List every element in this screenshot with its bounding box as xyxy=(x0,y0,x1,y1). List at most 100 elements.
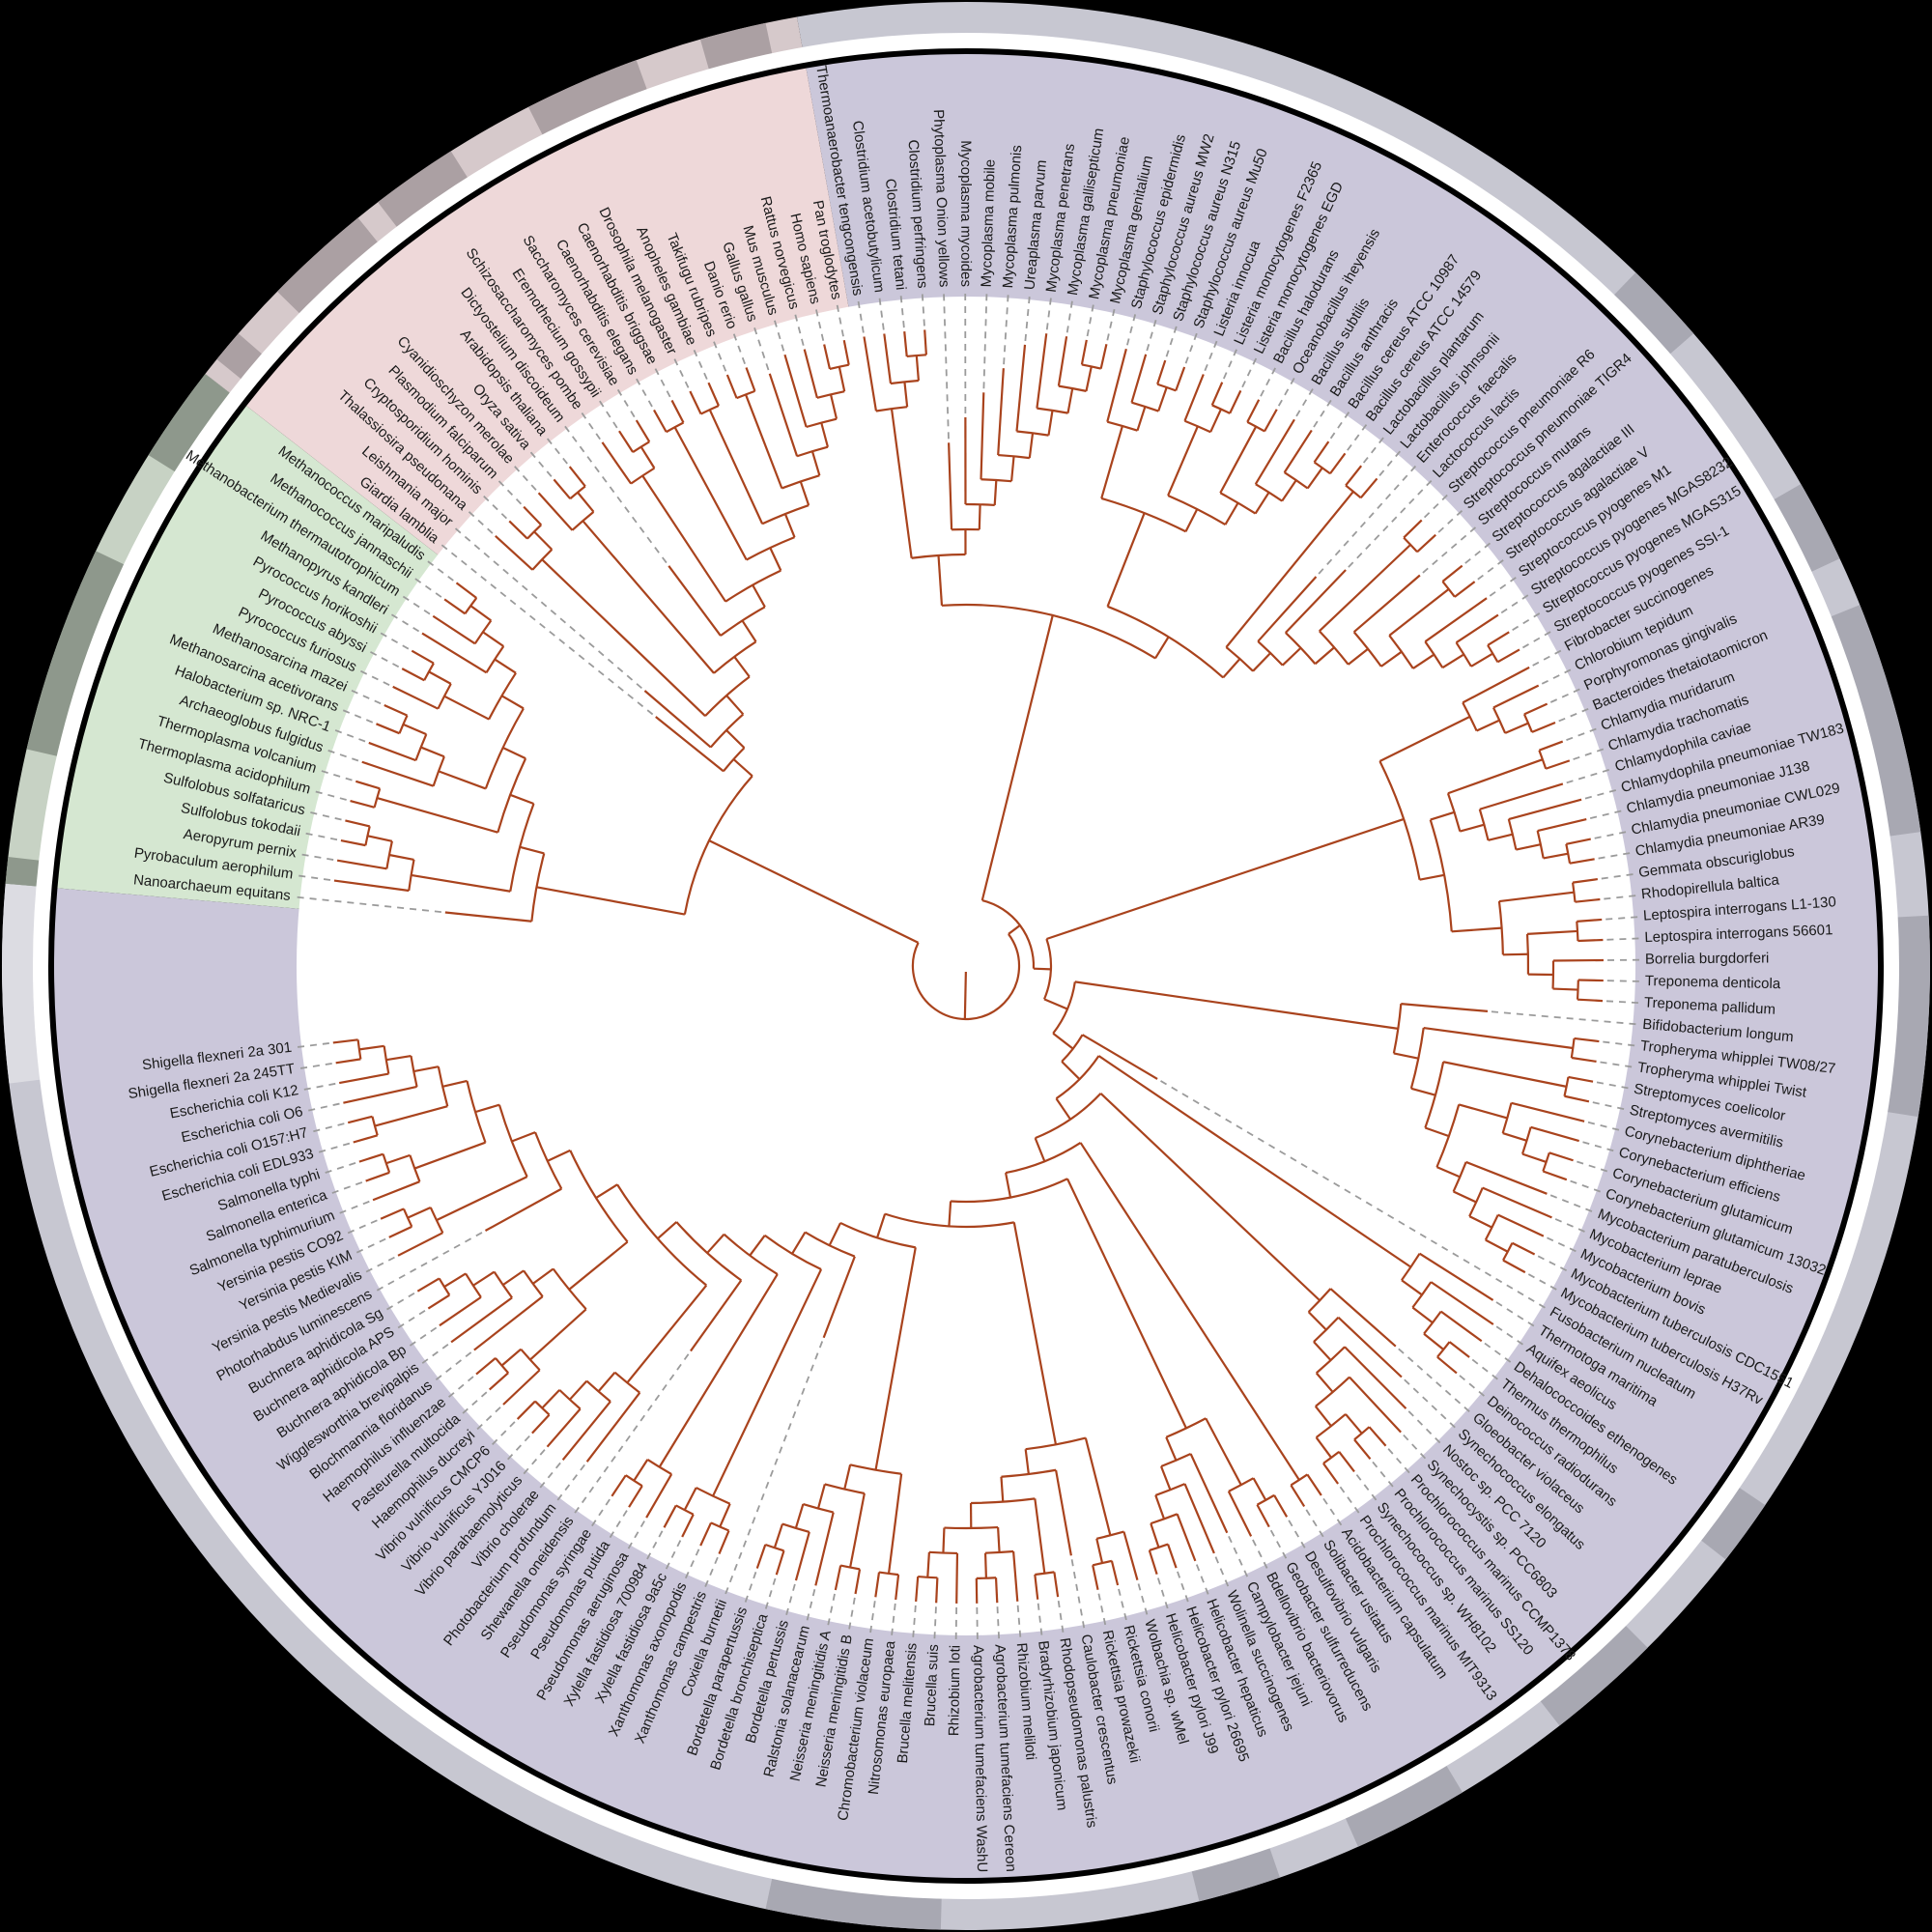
branch xyxy=(791,1232,807,1255)
clade-arc xyxy=(1052,981,1076,1035)
dash-to-label xyxy=(1500,594,1529,614)
branch xyxy=(915,355,921,382)
terminal-branch xyxy=(1175,366,1186,391)
dash-to-label xyxy=(1558,708,1589,723)
dash-to-label xyxy=(298,874,331,881)
branch xyxy=(1458,1103,1508,1120)
branch xyxy=(1476,719,1500,732)
branch xyxy=(1380,650,1403,668)
terminal-branch xyxy=(1482,1186,1552,1219)
branch xyxy=(1055,1097,1071,1121)
branch xyxy=(1441,653,1464,669)
outer-ring-segment-5 xyxy=(1880,915,1930,1118)
branch xyxy=(1378,715,1471,762)
dash-to-label xyxy=(462,1391,488,1414)
dash-to-label xyxy=(1387,1448,1410,1474)
branch xyxy=(1281,646,1302,667)
dash-to-label xyxy=(1570,1179,1601,1193)
dash-to-label xyxy=(1252,1539,1268,1569)
branch xyxy=(1061,1061,1081,1080)
terminal-branch xyxy=(601,441,633,485)
terminal-branch xyxy=(725,374,738,399)
terminal-branch xyxy=(699,1521,713,1547)
branch xyxy=(1504,722,1529,734)
terminal-branch xyxy=(1511,1101,1585,1122)
terminal-branch xyxy=(1454,581,1476,598)
terminal-branch xyxy=(794,1531,810,1581)
terminal-branch xyxy=(883,333,893,384)
branch xyxy=(794,1503,805,1529)
outer-ring-segment-9 xyxy=(1189,1840,1280,1902)
terminal-branch xyxy=(1571,1056,1597,1063)
terminal-branch xyxy=(508,520,528,540)
terminal-branch xyxy=(1082,1034,1158,1080)
dash-to-label xyxy=(1549,1194,1594,1213)
terminal-branch xyxy=(718,1530,730,1554)
terminal-branch xyxy=(531,1413,551,1435)
branch xyxy=(849,1492,866,1568)
branch xyxy=(1411,1306,1434,1324)
dash-to-label xyxy=(1577,1160,1608,1173)
terminal-branch xyxy=(1353,1438,1372,1461)
branch xyxy=(752,584,766,608)
branch xyxy=(1442,1061,1567,1088)
branch xyxy=(1307,1311,1327,1331)
dash-to-label xyxy=(1604,895,1636,900)
dash-to-label xyxy=(1177,1571,1189,1603)
terminal-branch xyxy=(814,1512,835,1586)
terminal-branch xyxy=(343,1085,417,1104)
outer-ring-segment-4 xyxy=(1824,605,1921,838)
clade-arc xyxy=(764,1234,822,1271)
branch xyxy=(1225,491,1354,648)
dash-to-label xyxy=(891,1603,896,1635)
dash-to-label xyxy=(546,438,568,465)
terminal-branch xyxy=(1011,1550,1019,1602)
branch xyxy=(1419,873,1445,881)
dash-to-label xyxy=(1313,399,1332,428)
dash-to-label xyxy=(351,690,382,705)
terminal-branch xyxy=(340,838,366,847)
dash-to-label xyxy=(514,466,537,491)
branch xyxy=(773,1523,784,1548)
terminal-branch xyxy=(338,1072,389,1085)
dash-to-label xyxy=(599,400,618,429)
terminal-branch xyxy=(1448,1341,1470,1358)
clade-arc xyxy=(723,747,746,773)
branch xyxy=(441,1079,468,1088)
dash-to-label xyxy=(1355,1474,1378,1501)
dash-to-label xyxy=(878,298,885,330)
dash-to-label xyxy=(529,451,553,477)
clade-arc xyxy=(531,549,554,571)
dash-to-label xyxy=(468,511,494,534)
dash-to-label xyxy=(1549,688,1580,703)
clade-arc xyxy=(928,1550,957,1555)
terminal-branch xyxy=(1273,1494,1289,1518)
terminal-branch xyxy=(1264,409,1278,432)
terminal-branch xyxy=(618,430,635,453)
terminal-branch xyxy=(1401,1003,1489,1012)
branch xyxy=(1401,1279,1423,1296)
dash-to-label xyxy=(1495,1301,1536,1327)
dash-to-label xyxy=(753,327,770,371)
dash-to-label xyxy=(1329,412,1350,440)
terminal-branch xyxy=(1156,359,1167,385)
branch xyxy=(385,1153,411,1165)
terminal-branch xyxy=(823,344,832,370)
branch xyxy=(725,695,745,716)
terminal-branch xyxy=(397,1232,443,1257)
branch xyxy=(511,1131,536,1143)
branch xyxy=(903,382,909,408)
terminal-branch xyxy=(411,649,435,665)
dash-to-label xyxy=(1065,300,1073,333)
branch xyxy=(1106,512,1146,608)
terminal-branch xyxy=(1246,399,1261,423)
branch xyxy=(1345,1413,1363,1435)
dash-to-label xyxy=(665,1540,682,1570)
branch xyxy=(533,530,554,551)
terminal-branch xyxy=(994,1577,999,1604)
branch xyxy=(541,558,706,717)
terminal-branch xyxy=(1344,1346,1407,1409)
terminal-branch xyxy=(915,1576,920,1603)
branch xyxy=(641,474,727,603)
